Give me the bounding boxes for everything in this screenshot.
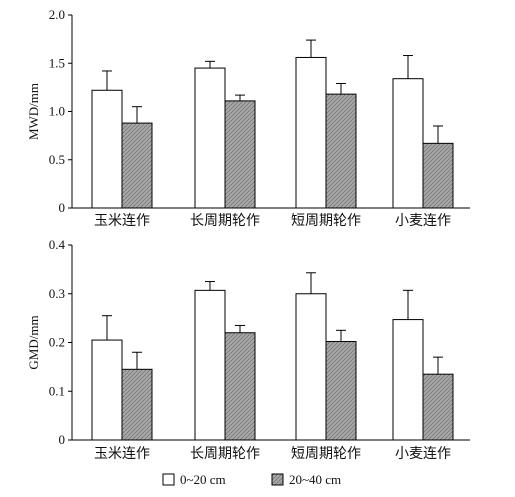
gmd-bar-0-20cm xyxy=(194,289,226,441)
category-label: 短周期轮作 xyxy=(291,446,361,462)
y-tick-label: 0.5 xyxy=(49,152,65,167)
gmd-chart: 0 0.1 0.2 0.3 0.4 GMD/mm 玉米连作 长周期轮作 短周期轮作 小麦连作 xyxy=(26,237,470,462)
y-tick-label: 1.5 xyxy=(49,55,65,70)
legend-label-20-40cm: 20~40 cm xyxy=(289,472,341,487)
mwd-bar-0-20cm xyxy=(194,67,226,209)
y-tick-label: 0.3 xyxy=(49,286,65,301)
mwd-bar-20-40cm xyxy=(422,142,454,209)
gmd-bar-20-40cm xyxy=(422,373,454,441)
y-tick-label: 0.2 xyxy=(49,335,65,350)
y-tick-label: 1.0 xyxy=(49,104,65,119)
mwd-bar-20-40cm xyxy=(121,122,153,209)
mwd-chart: 0 0.5 1.0 1.5 2.0 MWD/mm 玉米连作 长周期轮作 短周期轮作 小麦连作 xyxy=(26,7,470,229)
y-tick-label: 0 xyxy=(59,200,66,215)
y-tick-label: 0 xyxy=(59,432,66,447)
gmd-bar-20-40cm xyxy=(224,332,256,441)
legend-swatch-0-20cm xyxy=(162,473,175,486)
y-axis-label: MWD/mm xyxy=(26,83,41,140)
mwd-bar-0-20cm xyxy=(91,89,123,209)
category-label: 小麦连作 xyxy=(395,213,451,229)
mwd-bar-20-40cm xyxy=(224,100,256,209)
category-label: 玉米连作 xyxy=(94,446,150,462)
category-label: 玉米连作 xyxy=(94,213,150,229)
y-tick-label: 0.1 xyxy=(49,383,65,398)
mwd-bar-0-20cm xyxy=(392,78,424,209)
y-axis-label: GMD/mm xyxy=(26,315,41,369)
category-label: 长周期轮作 xyxy=(190,213,260,229)
category-label: 长周期轮作 xyxy=(190,446,260,462)
gmd-bar-0-20cm xyxy=(295,293,327,441)
mwd-bar-20-40cm xyxy=(325,93,357,209)
gmd-bar-20-40cm xyxy=(325,341,357,441)
y-tick-label: 2.0 xyxy=(49,7,65,22)
legend: 0~20 cm 20~40 cm xyxy=(162,472,341,487)
gmd-bar-0-20cm xyxy=(91,339,123,441)
category-label: 小麦连作 xyxy=(395,446,451,462)
legend-label-0-20cm: 0~20 cm xyxy=(180,472,226,487)
category-label: 短周期轮作 xyxy=(291,213,361,229)
gmd-bar-20-40cm xyxy=(121,368,153,441)
legend-swatch-20-40cm xyxy=(271,473,284,486)
mwd-bar-0-20cm xyxy=(295,56,327,209)
gmd-bar-0-20cm xyxy=(392,319,424,441)
y-tick-label: 0.4 xyxy=(49,237,66,252)
